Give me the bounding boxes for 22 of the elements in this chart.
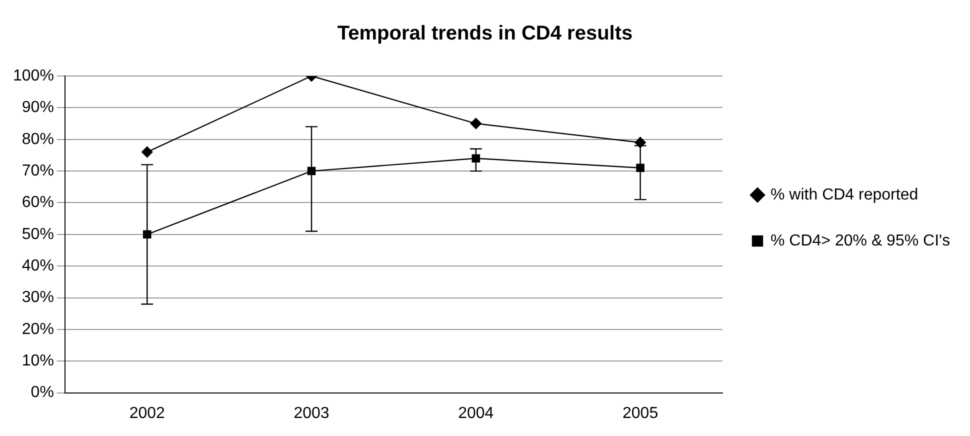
- y-tick-label: 100%: [13, 67, 54, 84]
- x-tick-label: 2004: [458, 404, 494, 422]
- point: [142, 230, 152, 239]
- y-tick-label: 0%: [30, 384, 54, 402]
- x-tick-label: 2002: [129, 404, 166, 422]
- chart-title: Temporal trends in CD4 results: [337, 22, 633, 45]
- y-tick-label: 80%: [22, 130, 54, 148]
- point: [142, 146, 153, 158]
- legend-label: % with CD4 reported: [770, 186, 918, 204]
- y-tick-label: 50%: [22, 226, 54, 243]
- y-tick-label: 60%: [22, 194, 54, 212]
- y-tick-label: 90%: [22, 99, 54, 116]
- y-tick-label: 40%: [22, 257, 54, 274]
- point: [634, 136, 646, 148]
- x-tick-label: 2003: [294, 404, 330, 422]
- legend-label: % CD4> 20% & 95% CI's: [770, 232, 950, 250]
- y-tick-label: 20%: [22, 320, 54, 338]
- point: [470, 118, 482, 130]
- x-tick-label: 2005: [622, 404, 658, 422]
- y-tick-label: 70%: [22, 162, 54, 180]
- y-tick-label: 30%: [22, 289, 54, 306]
- y-tick-label: 10%: [22, 352, 54, 370]
